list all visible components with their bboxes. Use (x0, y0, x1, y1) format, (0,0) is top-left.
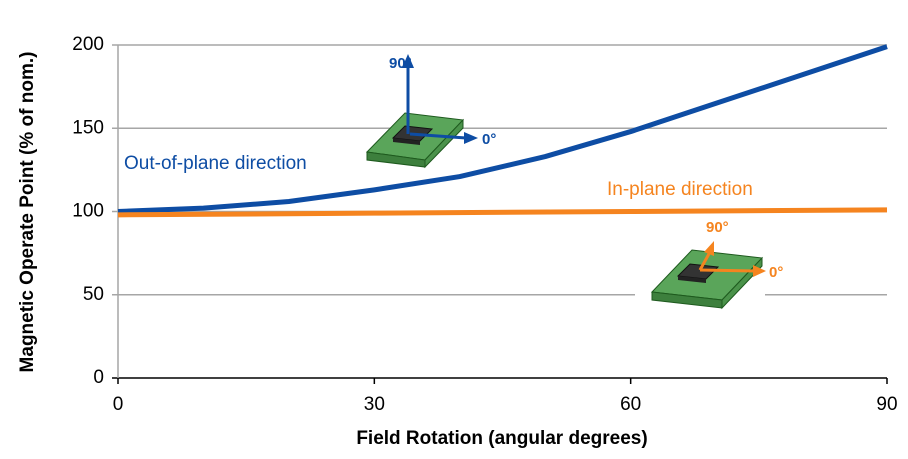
icon-label: 0° (769, 264, 783, 281)
icon-label: 90° (389, 55, 412, 72)
y-axis-title: Magnetic Operate Point (% of nom.) (17, 52, 38, 373)
x-tick-label: 90 (876, 394, 897, 415)
x-axis-title: Field Rotation (angular degrees) (356, 428, 647, 449)
series-label: In-plane direction (607, 179, 753, 200)
series-label: Out-of-plane direction (124, 153, 307, 174)
series-line (118, 210, 887, 215)
y-tick-label: 50 (83, 284, 104, 305)
x-tick-label: 60 (620, 394, 641, 415)
x-tick-label: 30 (364, 394, 385, 415)
y-tick-label: 200 (72, 34, 104, 55)
x-tick-label: 0 (113, 394, 124, 415)
icon-label: 0° (482, 131, 496, 148)
series-line (118, 47, 887, 212)
y-tick-label: 100 (72, 201, 104, 222)
chart: 0 50 100 150 200 0 30 60 90 Field Rotation (angu… (0, 0, 908, 459)
y-tick-label: 0 (93, 367, 104, 388)
y-tick-label: 150 (72, 117, 104, 138)
icon-label: 90° (706, 219, 729, 236)
out-of-plane-icon (367, 54, 478, 167)
